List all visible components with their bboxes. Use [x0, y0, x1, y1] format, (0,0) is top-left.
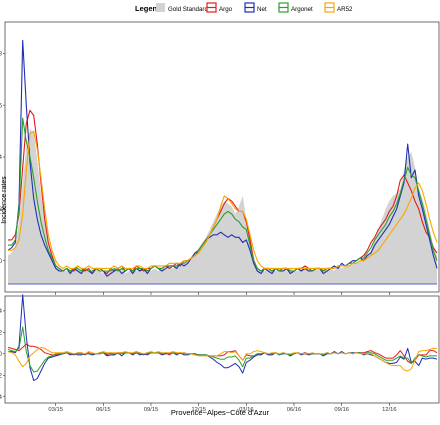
y-tick-label: 4 — [0, 155, 3, 161]
region-label: Provence−Alpes−Côte d'Azur — [171, 408, 270, 417]
residual-line-argonet — [7, 326, 437, 373]
x-tick-label: 03/15 — [48, 407, 63, 413]
y-tick-label: -4 — [0, 395, 3, 401]
legend-title: Legend — [135, 4, 162, 13]
legend-label: Gold Standard — [168, 6, 208, 13]
legend-label: Argo — [219, 6, 233, 13]
legend: Legend Gold Standard Argo Net Argonet AR52 — [135, 2, 353, 13]
series-line-argonet — [8, 117, 438, 272]
legend-swatch — [156, 3, 165, 12]
incidence-panel: Incidence rates 0 2 4 6 8 — [0, 21, 440, 295]
y-axis-label-incidence: Incidence rates — [1, 176, 8, 224]
series-line-ar52 — [8, 130, 438, 269]
series-line-net — [7, 39, 438, 277]
x-tick-label: 09/16 — [334, 407, 349, 413]
residual-line-net — [8, 294, 438, 382]
y-tick-label: 6 — [0, 103, 3, 109]
x-tick-label: 12/15 — [191, 407, 206, 413]
residuals-panel: -4 -2 0 2 4 03/15 06/15 09/15 12/15 03/16 06/16 09… — [0, 294, 440, 413]
y-tick-label: 4 — [0, 309, 3, 315]
residual-line-ar52 — [7, 346, 437, 372]
y-tick-label: 0 — [0, 259, 3, 265]
legend-item-gold-standard: Gold Standard — [156, 3, 208, 13]
x-tick-label: 06/16 — [287, 407, 302, 413]
x-tick-label: 03/16 — [239, 407, 254, 413]
y-tick-label: 2 — [0, 207, 3, 213]
y-tick-label: -2 — [0, 373, 3, 379]
legend-label: AR52 — [337, 6, 353, 13]
series-area-gold-standard — [8, 128, 437, 284]
legend-item-argonet: Argonet — [278, 2, 313, 13]
legend-item-ar52: AR52 — [324, 2, 353, 13]
legend-item-argo: Argo — [206, 2, 233, 13]
legend-label: Argonet — [291, 6, 313, 13]
y-tick-label: 2 — [0, 331, 3, 337]
residuals-panel-frame — [4, 295, 440, 404]
y-tick-label: 8 — [0, 52, 3, 58]
y-tick-label: 0 — [0, 352, 3, 358]
x-tick-label: 12/16 — [382, 407, 397, 413]
legend-label: Net — [257, 6, 267, 13]
x-tick-label: 09/15 — [144, 407, 159, 413]
legend-item-net: Net — [244, 2, 267, 13]
x-tick-label: 06/15 — [96, 407, 111, 413]
